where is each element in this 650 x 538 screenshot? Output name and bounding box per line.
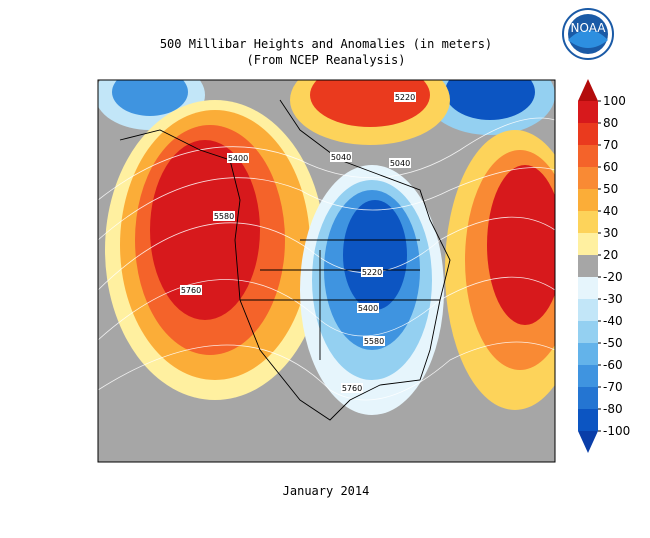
colorbar-segment [578,233,598,255]
colorbar-under [578,431,598,453]
colorbar-segment [578,189,598,211]
contour-label-box [361,267,383,277]
colorbar-segment [578,277,598,299]
colorbar-segment [578,145,598,167]
subtitle: (From NCEP Reanalysis) [247,53,406,67]
colorbar-label: -40 [603,314,623,328]
colorbar-label: 80 [603,116,618,130]
contour-label: 5220 [395,93,415,102]
date: January 2014 [283,484,370,498]
colorbar-label: 50 [603,182,618,196]
colorbar-segment [578,255,598,277]
contour-label: 5040 [331,153,351,162]
contour-label: 5040 [390,159,410,168]
contour-label: 5580 [364,337,384,346]
contour-label: 5400 [358,304,378,313]
contour-label: 5760 [342,384,362,393]
contour-label-box [389,158,411,168]
title: 500 Millibar Heights and Anomalies (in m… [160,37,492,51]
colorbar-label: -30 [603,292,623,306]
colorbar-segment [578,321,598,343]
logo-text: NOAA [571,21,607,35]
colorbar-segment [578,211,598,233]
contour-label-box [357,303,379,313]
contour-label: 5760 [181,286,201,295]
contour-label-box [227,153,249,163]
colorbar-label: -20 [603,270,623,284]
logo: NOAA [562,8,614,60]
colorbar-segment [578,387,598,409]
contour-label-box [330,152,352,162]
colorbar-segment [578,299,598,321]
colorbar-segment [578,409,598,431]
colorbar-segment [578,167,598,189]
colorbar-label: -70 [603,380,623,394]
colorbar-label: 40 [603,204,618,218]
contour-label: 5580 [214,212,234,221]
colorbar-label: 70 [603,138,618,152]
colorbar-segment [578,101,598,123]
colorbar-label: -80 [603,402,623,416]
colorbar-segment [578,123,598,145]
contour-label-box [363,336,385,346]
contour-label-box [180,285,202,295]
colorbar-label: 30 [603,226,618,240]
contour-label-box [394,92,416,102]
colorbar-segment [578,365,598,387]
colorbar-over [578,79,598,101]
colorbar-label: 100 [603,94,626,108]
contour-label: 5220 [362,268,382,277]
contour-label-box [213,211,235,221]
colorbar: 100 80 70 60 50 40 30 20 -20 -30 -40 -50 -60 -70 -80 -1… [578,79,630,453]
colorbar-label: -100 [603,424,630,438]
map: 5220 5400 5040 5040 5580 5220 5760 5400 5580 5760 [98,80,555,462]
colorbar-label: 20 [603,248,618,262]
map-frame [97,79,556,463]
contour-label-box [341,383,363,393]
colorbar-label: -60 [603,358,623,372]
colorbar-label: -50 [603,336,623,350]
contour-label: 5400 [228,154,248,163]
colorbar-label: 60 [603,160,618,174]
colorbar-segment [578,343,598,365]
